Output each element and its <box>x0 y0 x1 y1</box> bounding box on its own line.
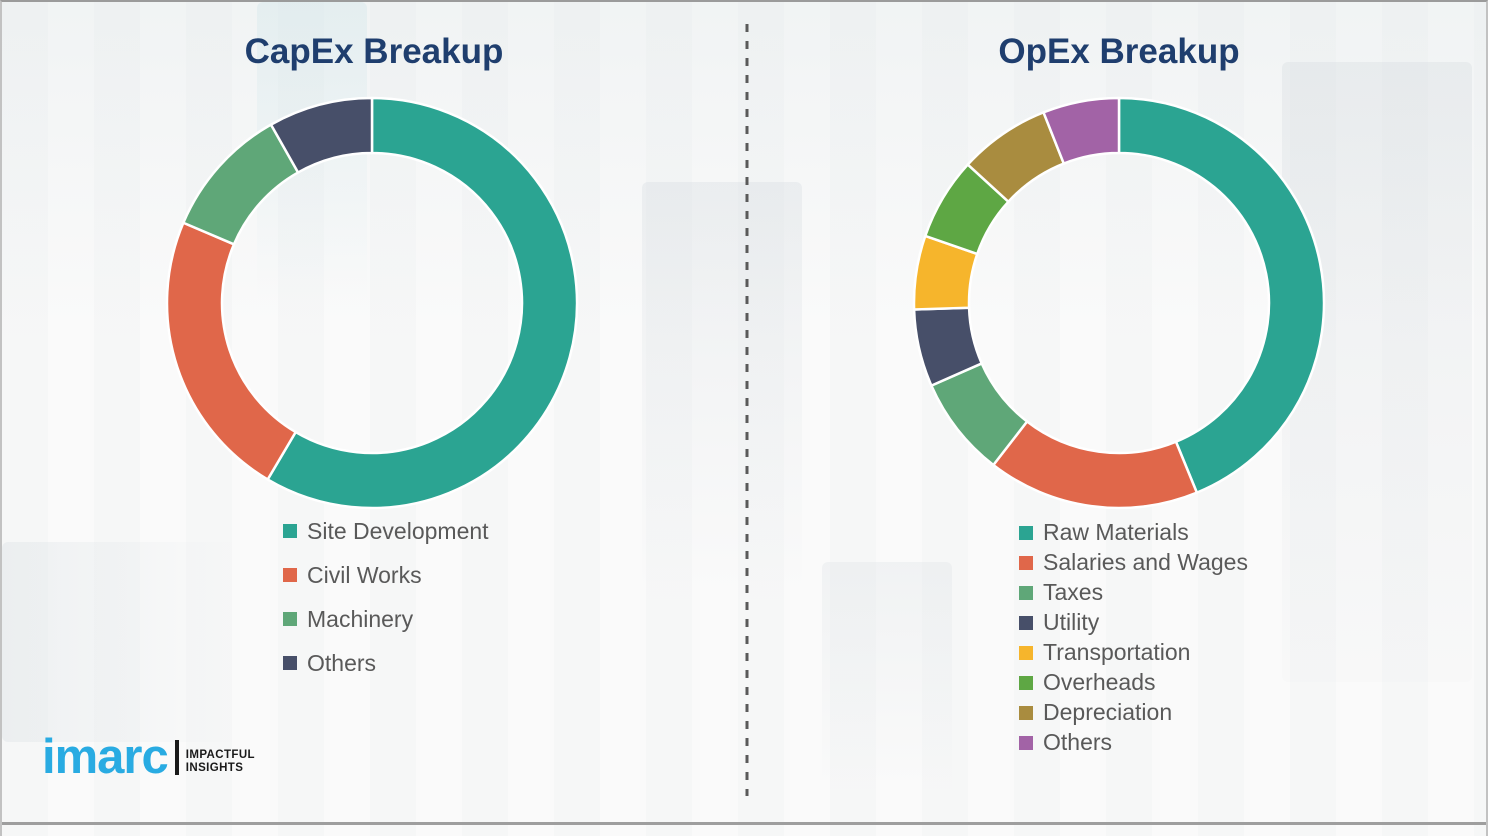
legend-item-machinery: Machinery <box>283 605 489 633</box>
tagline-line2: INSIGHTS <box>185 762 244 775</box>
donut-segment-salaries-and-wages <box>992 420 1199 510</box>
legend-swatch-civil-works <box>283 568 297 582</box>
legend-label: Taxes <box>1043 579 1104 605</box>
legend-label: Overheads <box>1043 669 1156 695</box>
donut-segment-civil-works <box>165 221 297 481</box>
legend-label: Others <box>1043 729 1113 755</box>
legend-label: Civil Works <box>307 561 422 588</box>
imarc-tagline: IMPACTFUL INSIGHTS <box>186 749 255 780</box>
legend-swatch-taxes <box>1019 585 1033 600</box>
legend-label: Raw Materials <box>1043 519 1189 545</box>
legend-label: Machinery <box>307 605 414 632</box>
dashed-divider <box>745 24 749 796</box>
legend-label: Salaries and Wages <box>1043 549 1248 575</box>
legend-label: Depreciation <box>1043 699 1173 725</box>
legend-swatch-others <box>283 656 297 670</box>
legend-swatch-raw-materials <box>1019 525 1033 540</box>
legend-item-civil-works: Civil Works <box>283 561 489 589</box>
imarc-logo-wordmark: imarc <box>42 730 169 784</box>
legend-item-overheads: Overheads <box>1019 669 1248 696</box>
capex-chart-title: CapEx Breakup <box>244 32 504 71</box>
legend-swatch-salaries-and-wages <box>1019 555 1033 570</box>
legend-item-utility: Utility <box>1019 609 1248 636</box>
legend-item-site-development: Site Development <box>283 517 489 545</box>
background-texture <box>822 562 952 792</box>
legend-label: Utility <box>1043 609 1100 635</box>
legend-item-depreciation: Depreciation <box>1019 699 1248 726</box>
legend-swatch-transportation <box>1019 645 1033 660</box>
legend-item-salaries-and-wages: Salaries and Wages <box>1019 549 1248 576</box>
legend-item-others: Others <box>283 649 489 677</box>
capex-donut-chart <box>165 96 579 510</box>
donut-segment-others <box>269 96 374 174</box>
opex-donut-chart <box>912 96 1326 510</box>
capex-legend: Site Development Civil Works Machinery Othe… <box>283 517 489 693</box>
legend-item-others: Others <box>1019 729 1248 756</box>
legend-item-taxes: Taxes <box>1019 579 1248 606</box>
legend-swatch-overheads <box>1019 675 1033 690</box>
donut-segment-raw-materials <box>1117 96 1326 494</box>
legend-item-transportation: Transportation <box>1019 639 1248 666</box>
imarc-logo: imarc IMPACTFUL INSIGHTS <box>42 730 255 784</box>
legend-item-raw-materials: Raw Materials <box>1019 519 1248 546</box>
legend-label: Site Development <box>307 517 489 544</box>
legend-swatch-site-development <box>283 524 297 538</box>
legend-swatch-machinery <box>283 612 297 626</box>
legend-label: Transportation <box>1043 639 1191 665</box>
legend-swatch-others <box>1019 735 1033 750</box>
tagline-line1: IMPACTFUL <box>185 749 255 762</box>
donut-segment-site-development <box>266 96 579 510</box>
logo-divider-bar <box>174 740 179 776</box>
legend-swatch-depreciation <box>1019 705 1033 720</box>
opex-chart-title: OpEx Breakup <box>998 32 1240 71</box>
opex-legend: Raw Materials Salaries and Wages Taxes Util… <box>1019 519 1248 759</box>
donut-segment-others <box>1042 96 1121 165</box>
legend-label: Others <box>307 649 377 676</box>
legend-swatch-utility <box>1019 615 1033 630</box>
background-texture <box>2 542 242 742</box>
background-texture <box>642 182 802 602</box>
bottom-border-line <box>2 822 1486 825</box>
